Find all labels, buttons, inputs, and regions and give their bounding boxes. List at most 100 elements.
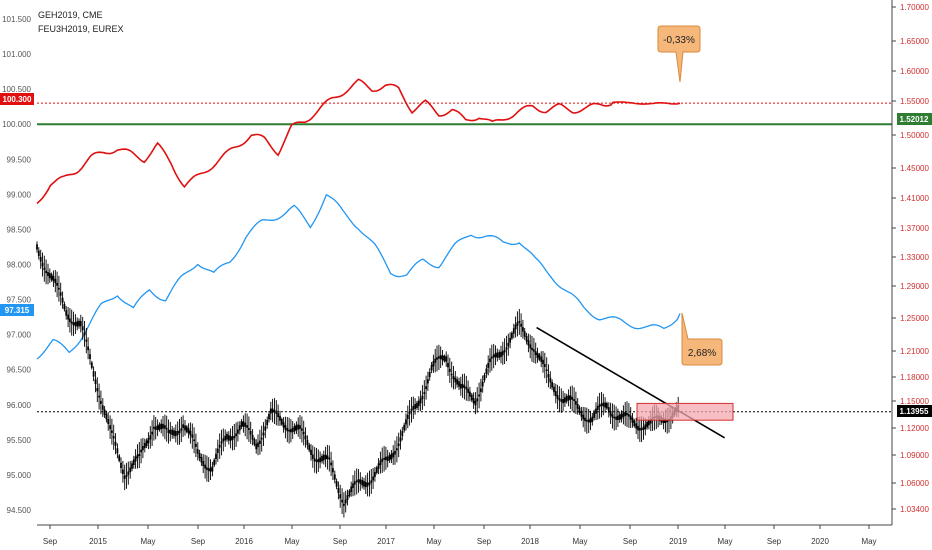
candle-body bbox=[582, 414, 585, 420]
y-left-tick-label: 100.500 bbox=[2, 85, 31, 94]
candle-body bbox=[39, 256, 42, 262]
axis-bottom: Sep 2015 May Sep 2016 May Sep 2017 May Sep 2018 May… bbox=[37, 524, 892, 546]
candle-body bbox=[465, 387, 468, 390]
candle-body bbox=[606, 403, 608, 409]
candle-body bbox=[76, 321, 79, 327]
candle-body bbox=[600, 403, 603, 406]
candle-body bbox=[447, 362, 449, 368]
candle-body bbox=[211, 466, 214, 472]
candle-body bbox=[176, 431, 179, 436]
candle-body bbox=[516, 322, 519, 326]
candle-body bbox=[527, 340, 530, 346]
candle-body bbox=[125, 475, 128, 477]
candle-body bbox=[295, 424, 298, 431]
candle-body bbox=[558, 398, 561, 401]
y-left-tick-label: 97.500 bbox=[7, 296, 32, 305]
y-left-tick-label: 98.000 bbox=[7, 261, 32, 270]
candle-body bbox=[406, 414, 409, 419]
candle-body bbox=[498, 352, 501, 358]
x-tick-label: May bbox=[717, 537, 732, 546]
candle-body bbox=[215, 453, 217, 459]
candle-body bbox=[615, 416, 617, 420]
candle-body bbox=[543, 364, 546, 367]
candle-body bbox=[204, 464, 206, 469]
y-left-tick-label: 96.500 bbox=[7, 366, 32, 375]
candle-body bbox=[489, 358, 491, 363]
plot-lines bbox=[37, 102, 892, 413]
candle-body bbox=[191, 434, 194, 438]
candle-body bbox=[458, 381, 460, 387]
candle-body bbox=[48, 273, 51, 279]
candle-body bbox=[439, 355, 442, 360]
candle-body bbox=[313, 458, 316, 462]
badge-red-text: 100.300 bbox=[3, 95, 32, 104]
candle-body bbox=[423, 392, 426, 394]
candle-body bbox=[487, 363, 490, 368]
candle-body bbox=[629, 415, 632, 420]
candle-body bbox=[560, 399, 563, 402]
candle-body bbox=[253, 439, 256, 445]
candle-body bbox=[246, 425, 248, 428]
candle-body bbox=[410, 408, 413, 411]
candle-body bbox=[332, 468, 334, 473]
badge-black-text: 1.13955 bbox=[900, 407, 929, 416]
candle-body bbox=[604, 402, 606, 408]
y-right-tick-label: 1.29000 bbox=[900, 282, 929, 291]
y-left-tick-label: 98.500 bbox=[7, 225, 32, 234]
candle-body bbox=[392, 452, 395, 458]
candle-body bbox=[89, 354, 91, 359]
candle-body bbox=[83, 332, 86, 336]
y-right-tick-label: 1.70000 bbox=[900, 3, 929, 12]
candle-body bbox=[118, 455, 121, 461]
candle-body bbox=[280, 419, 283, 425]
candle-body bbox=[467, 388, 469, 393]
candle-body bbox=[198, 452, 201, 459]
candle-body bbox=[554, 391, 557, 397]
candle-body bbox=[131, 463, 133, 469]
candle-body bbox=[607, 407, 610, 413]
candle-body bbox=[319, 457, 321, 463]
candle-body bbox=[403, 424, 406, 431]
candle-body bbox=[301, 428, 303, 431]
y-left-tick-label: 101.000 bbox=[2, 50, 31, 59]
candle-body bbox=[248, 428, 250, 431]
candle-body bbox=[396, 448, 398, 451]
candle-body bbox=[450, 373, 453, 376]
candle-body bbox=[571, 397, 574, 400]
x-tick-label: May bbox=[426, 537, 441, 546]
x-tick-label: May bbox=[284, 537, 299, 546]
candle-body bbox=[321, 456, 323, 462]
candle-body bbox=[436, 357, 438, 360]
y-right-tick-label: 1.60000 bbox=[900, 67, 929, 76]
candle-body bbox=[45, 270, 47, 274]
candle-body bbox=[297, 424, 300, 430]
candle-body bbox=[598, 404, 601, 407]
candle-body bbox=[94, 379, 97, 384]
candle-body bbox=[512, 328, 515, 334]
candle-body bbox=[111, 430, 113, 433]
candle-body bbox=[511, 332, 513, 339]
y-right-tick-label: 1.21000 bbox=[900, 347, 929, 356]
candle-body bbox=[383, 457, 385, 460]
y-left-tick-label: 97.000 bbox=[7, 331, 32, 340]
candle-body bbox=[445, 356, 448, 362]
candle-body bbox=[235, 433, 237, 437]
candle-body bbox=[226, 434, 228, 440]
x-tick-label: 2015 bbox=[89, 537, 107, 546]
candle-body bbox=[452, 376, 455, 380]
candle-body bbox=[441, 355, 444, 361]
candle-body bbox=[470, 394, 473, 401]
candle-body bbox=[299, 425, 301, 429]
candle-body bbox=[37, 250, 40, 257]
candle-body bbox=[492, 354, 495, 358]
candle-body bbox=[556, 395, 559, 399]
candle-body bbox=[229, 436, 232, 441]
candle-body bbox=[361, 480, 364, 486]
candle-body bbox=[317, 459, 320, 463]
candle-body bbox=[129, 467, 132, 473]
y-right-tick-label: 1.03400 bbox=[900, 505, 929, 514]
y-right-tick-label: 1.65000 bbox=[900, 37, 929, 46]
candle-body bbox=[536, 352, 539, 358]
candle-body bbox=[567, 395, 570, 401]
candle-body bbox=[514, 324, 517, 330]
